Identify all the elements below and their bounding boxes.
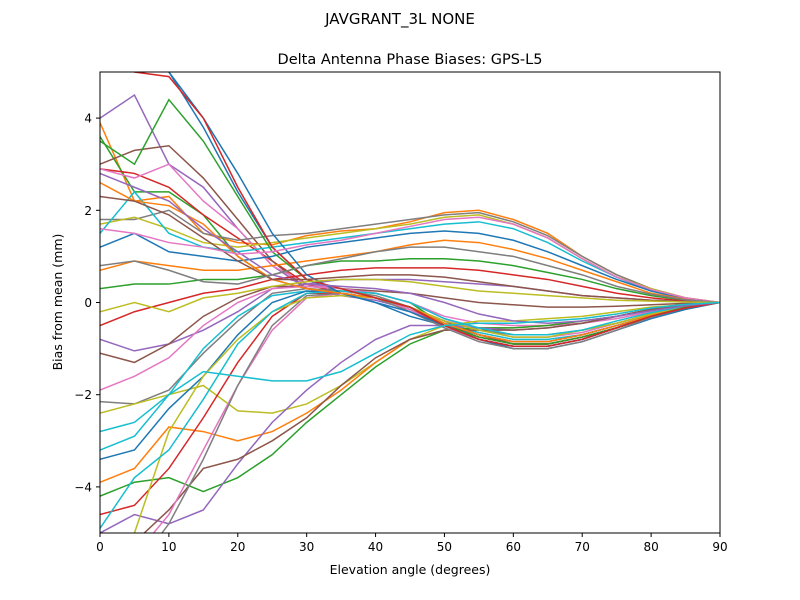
x-tick-label: 0 [96,540,104,554]
x-axis-ticks: 0 10 20 30 40 50 60 70 80 90 [96,533,728,554]
y-tick-label: 4 [84,112,92,126]
x-tick-label: 40 [368,540,383,554]
y-tick-label: −4 [74,480,92,494]
series-line-36 [100,216,720,304]
series-line-39 [100,301,720,433]
series-line-37 [100,246,720,304]
series-line-12 [100,257,720,304]
y-tick-label: 0 [84,296,92,310]
series-line-34 [100,172,720,324]
chart-title: Delta Antenna Phase Biases: GPS-L5 [278,52,543,68]
y-tick-label: −2 [74,388,92,402]
series-line-38 [100,278,720,313]
series-line-29 [100,290,720,529]
chart-suptitle: JAVGRANT_3L NONE [324,10,475,29]
y-tick-label: 2 [84,204,92,218]
series-line-13 [100,267,720,327]
series-line-28 [133,294,720,533]
x-tick-label: 80 [643,540,658,554]
series-line-10 [100,230,720,304]
series-lines [100,72,720,533]
series-line-7 [100,209,720,304]
series-line-35 [100,195,720,304]
x-tick-label: 70 [575,540,590,554]
series-line-33 [133,72,720,348]
y-axis-ticks: −4 −2 0 2 4 [74,112,100,494]
x-tick-label: 30 [299,540,314,554]
series-line-22 [100,301,720,497]
x-tick-label: 20 [230,540,245,554]
series-line-11 [100,239,720,304]
series-line-24 [100,301,720,533]
x-tick-label: 10 [161,540,176,554]
x-tick-label: 50 [437,540,452,554]
x-tick-label: 60 [506,540,521,554]
series-line-25 [143,301,720,533]
x-tick-label: 90 [712,540,727,554]
y-axis-label: Bias from mean (mm) [50,234,65,371]
x-axis-label: Elevation angle (degrees) [330,562,491,577]
